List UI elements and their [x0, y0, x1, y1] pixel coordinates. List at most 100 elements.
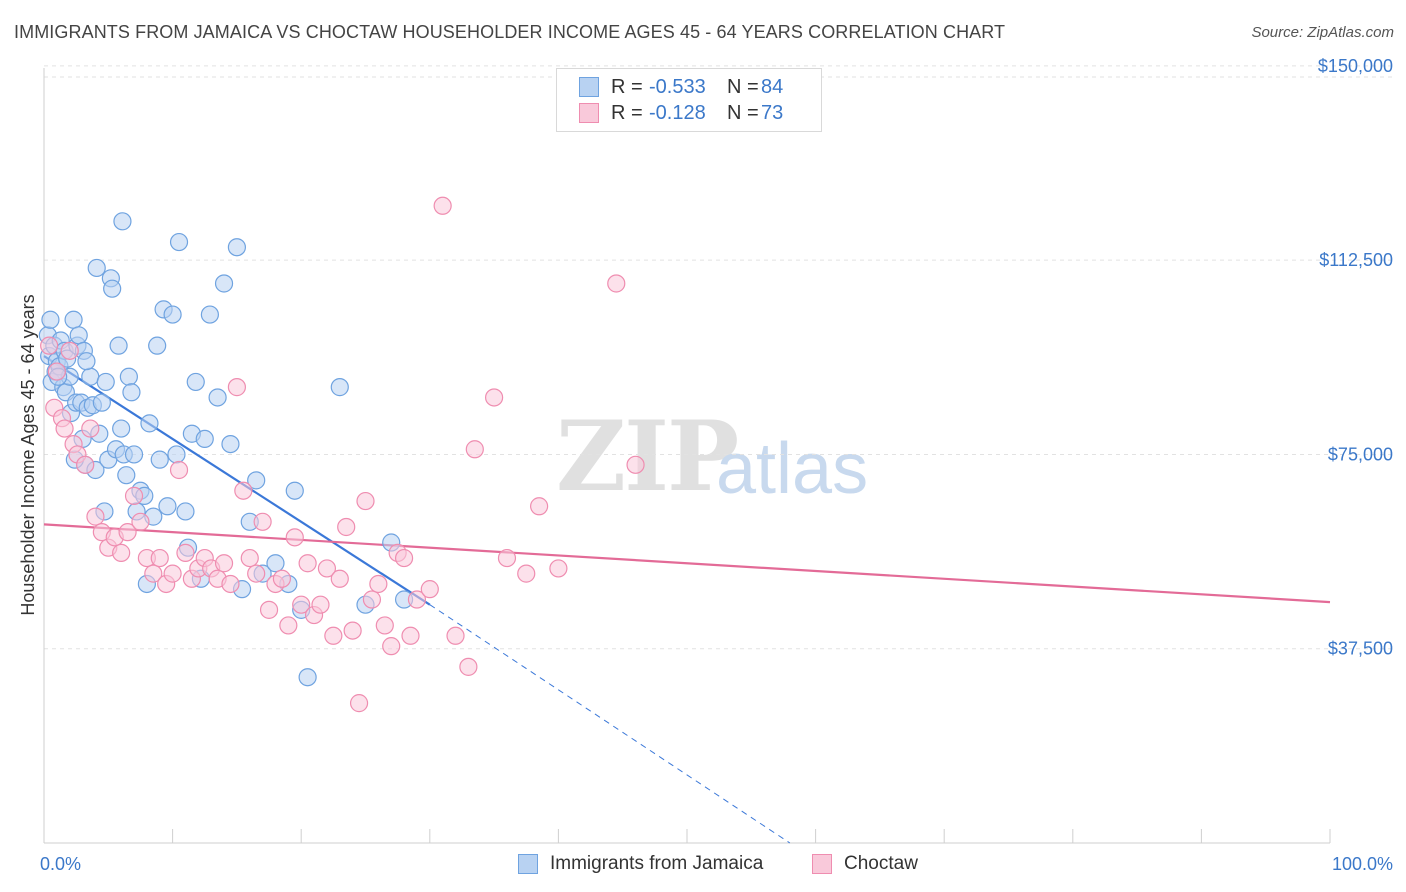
point-choctaw: [40, 336, 59, 355]
point-jamaica: [186, 372, 205, 392]
axes: [43, 68, 1331, 844]
point-jamaica: [122, 383, 141, 402]
point-jamaica: [150, 450, 169, 469]
axis-labels: $37,500 $75,000 $112,500 $150,000 0.0% 100.0%…: [18, 56, 1393, 874]
point-choctaw: [298, 554, 317, 573]
y-tick-label: $150,000: [1318, 56, 1393, 76]
point-choctaw: [530, 497, 549, 516]
point-choctaw: [446, 626, 465, 645]
y-tick-label: $75,000: [1328, 444, 1393, 464]
point-choctaw: [112, 543, 131, 562]
point-jamaica: [227, 238, 246, 257]
trend-line-jamaica-extension: [429, 604, 791, 844]
legend-row-choctaw: R = -0.128 N = 73: [579, 101, 783, 125]
point-choctaw: [349, 694, 369, 713]
point-choctaw: [47, 362, 66, 381]
point-jamaica: [163, 305, 182, 324]
point-choctaw: [375, 616, 394, 635]
point-jamaica: [81, 367, 100, 386]
point-choctaw: [337, 517, 356, 537]
point-choctaw: [517, 564, 536, 583]
point-jamaica: [285, 481, 304, 500]
point-choctaw: [234, 481, 253, 500]
point-choctaw: [76, 455, 95, 474]
y-tick-label: $37,500: [1328, 639, 1393, 659]
point-choctaw: [118, 523, 137, 542]
point-choctaw: [362, 590, 382, 609]
legend-r-label: R =: [611, 101, 643, 124]
point-choctaw: [150, 548, 169, 568]
point-choctaw: [401, 626, 420, 645]
point-choctaw: [272, 569, 292, 588]
point-choctaw: [433, 196, 452, 215]
point-choctaw: [163, 564, 182, 583]
watermark-atlas: atlas: [716, 429, 869, 509]
y-axis-label: Householder Income Ages 45 - 64 years: [18, 294, 38, 615]
legend-row-jamaica: R = -0.533 N = 84: [579, 75, 783, 99]
point-jamaica: [169, 232, 189, 252]
point-choctaw: [214, 554, 234, 573]
point-choctaw: [317, 559, 337, 578]
legend-n-label: N =: [727, 75, 759, 98]
trend-line-choctaw: [43, 523, 1331, 604]
correlation-legend: R = -0.533 N = 84 R = -0.128 N = 73: [556, 68, 822, 132]
point-jamaica: [200, 305, 219, 324]
point-jamaica: [214, 274, 234, 293]
point-choctaw: [81, 419, 100, 438]
point-jamaica: [158, 497, 177, 516]
point-jamaica: [41, 310, 60, 329]
point-choctaw: [549, 559, 568, 578]
point-choctaw: [356, 491, 375, 511]
point-jamaica: [77, 352, 96, 371]
point-jamaica: [103, 279, 122, 298]
legend-r-value: -0.533: [649, 75, 706, 98]
point-choctaw: [420, 580, 439, 599]
point-jamaica: [117, 466, 136, 485]
point-jamaica: [113, 212, 132, 231]
point-jamaica: [330, 378, 349, 397]
point-choctaw: [240, 548, 259, 568]
point-jamaica: [208, 388, 227, 407]
point-choctaw: [247, 564, 266, 583]
bottom-legend-swatch-jamaica: [518, 854, 538, 874]
data-points: [38, 196, 645, 713]
point-choctaw: [144, 564, 163, 583]
point-jamaica: [64, 310, 83, 329]
point-jamaica: [298, 668, 317, 687]
point-jamaica: [167, 445, 186, 464]
point-jamaica: [96, 372, 115, 392]
bottom-legend-jamaica: Immigrants from Jamaica: [518, 852, 763, 876]
x-tick-label: 100.0%: [1332, 854, 1393, 874]
bottom-legend-choctaw: Choctaw: [812, 852, 918, 876]
point-jamaica: [195, 429, 214, 449]
point-choctaw: [55, 419, 74, 438]
point-choctaw: [459, 657, 478, 676]
point-jamaica: [112, 419, 131, 438]
chart-title: IMMIGRANTS FROM JAMAICA VS CHOCTAW HOUSE…: [14, 22, 1006, 42]
point-choctaw: [285, 528, 304, 547]
point-choctaw: [330, 569, 349, 588]
point-jamaica: [221, 434, 240, 454]
point-choctaw: [369, 574, 388, 594]
point-jamaica: [247, 471, 266, 490]
legend-swatch-jamaica: [579, 77, 599, 97]
point-choctaw: [227, 378, 246, 397]
trend-lines: [43, 355, 1331, 844]
point-choctaw: [60, 341, 79, 360]
point-choctaw: [394, 548, 414, 568]
legend-r-value: -0.128: [649, 101, 706, 124]
point-choctaw: [324, 626, 343, 645]
point-choctaw: [131, 512, 150, 531]
point-choctaw: [253, 512, 272, 531]
point-choctaw: [343, 621, 362, 640]
point-choctaw: [292, 595, 311, 614]
watermark-zip: ZIP: [556, 400, 739, 513]
legend-r-label: R =: [611, 75, 643, 98]
point-jamaica: [119, 367, 138, 386]
point-choctaw: [465, 440, 484, 459]
point-jamaica: [109, 336, 128, 355]
x-tick-label: 0.0%: [40, 854, 81, 874]
point-choctaw: [626, 455, 645, 474]
point-jamaica: [69, 326, 88, 345]
